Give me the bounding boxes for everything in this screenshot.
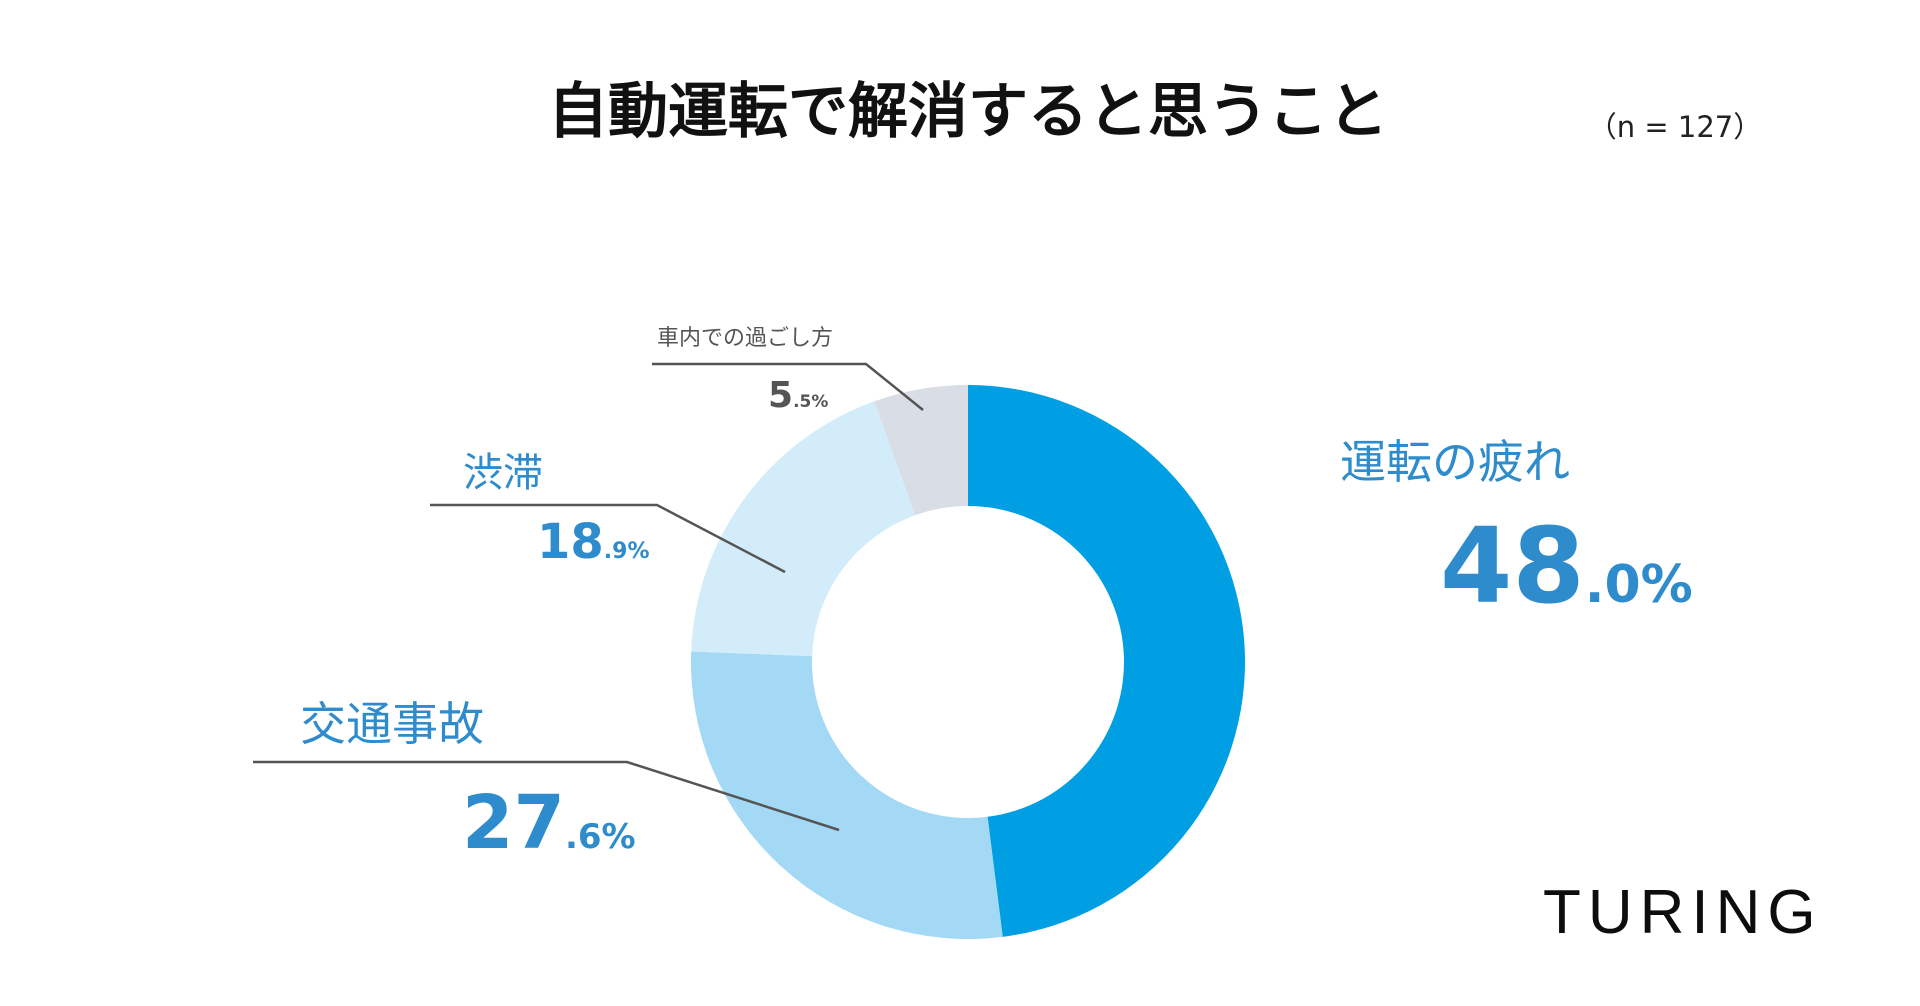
sample-size-label: （n = 127） <box>1588 110 1762 144</box>
donut-chart <box>691 385 1246 940</box>
value-label: 18.9% <box>537 514 650 570</box>
donut-slice <box>874 385 968 516</box>
turing-logo: TURING <box>1543 878 1823 947</box>
donut-slice <box>691 651 1003 940</box>
leader-line <box>430 503 786 574</box>
slice-labels: 運転の疲れ 48.0% 交通事故 27.6% 渋滞 18.9% 車内での過ごし方 5.5% <box>300 326 1693 866</box>
leader-lines <box>253 362 924 832</box>
value-label: 5.5% <box>768 375 828 416</box>
donut-slice <box>691 401 916 657</box>
leader-line <box>652 362 924 411</box>
category-label: 渋滞 <box>463 450 543 496</box>
value-label: 27.6% <box>462 780 636 866</box>
donut-slice <box>968 385 1246 937</box>
category-label: 交通事故 <box>300 697 484 751</box>
chart-title: 自動運転で解消すると思うこと <box>548 77 1388 147</box>
category-label: 運転の疲れ <box>1340 435 1570 489</box>
value-label: 48.0% <box>1440 505 1693 627</box>
category-label: 車内での過ごし方 <box>657 326 833 351</box>
leader-line <box>253 760 840 832</box>
